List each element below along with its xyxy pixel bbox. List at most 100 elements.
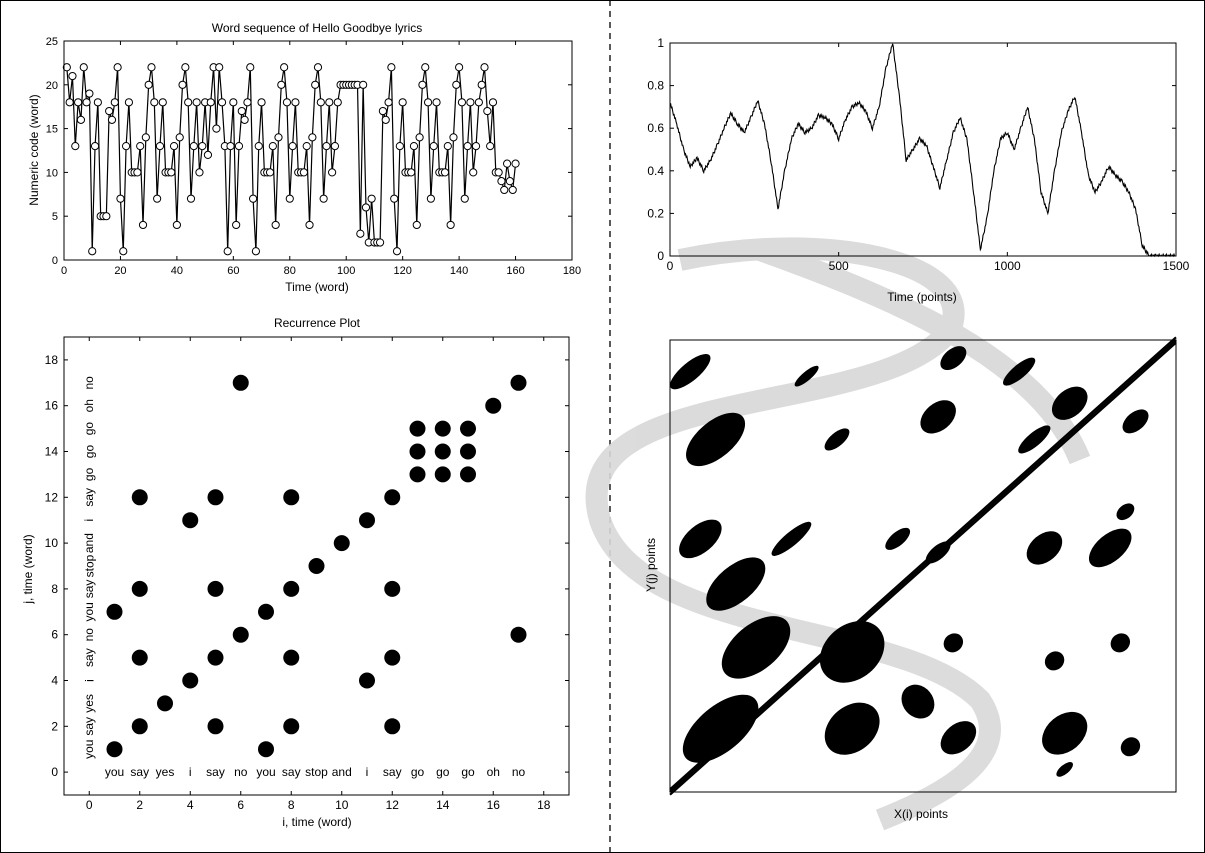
data-point	[189, 142, 198, 151]
x-tick-label: 4	[187, 798, 194, 812]
data-point	[251, 247, 261, 256]
data-point	[229, 98, 238, 107]
x-tick-label: 12	[386, 798, 400, 812]
y-word-label: stop	[82, 554, 96, 577]
recurrence-blob	[885, 527, 911, 550]
recurrence-blob	[819, 621, 885, 683]
recurrence-point	[131, 489, 148, 506]
data-point	[432, 98, 441, 107]
data-point	[469, 168, 478, 177]
data-point	[240, 115, 249, 124]
y-word-label: you	[82, 602, 96, 621]
y-tick-label: 10	[45, 536, 59, 550]
recurrence-blob	[686, 412, 746, 467]
y-word-label: yes	[82, 694, 96, 713]
data-point	[124, 98, 134, 107]
recurrence-point	[207, 649, 224, 666]
x-tick-label: 14	[436, 798, 450, 812]
tick-labels: 0 20 40 60 80 100 120 140 160 180 0 5 10 15 20 25	[46, 36, 581, 277]
x-tick-label: 8	[288, 798, 295, 812]
recurrence-blob	[1026, 531, 1063, 565]
series-line	[669, 43, 1176, 258]
data-point	[311, 80, 320, 89]
data-point	[243, 98, 252, 107]
y-tick-label: 0.6	[647, 121, 664, 135]
data-point	[409, 142, 419, 151]
data-point	[463, 142, 472, 151]
word-sequence-chart: Word sequence of Hello Goodbye lyrics Nu…	[27, 21, 581, 294]
recurrence-point	[207, 489, 224, 506]
data-point	[280, 63, 289, 72]
recurrence-blob	[1018, 425, 1051, 454]
data-point	[195, 168, 204, 177]
recurrence-point	[510, 374, 527, 391]
y-word-label: i	[82, 519, 96, 522]
chart-title: Recurrence Plot	[274, 316, 361, 330]
y-tick-label: 20	[46, 80, 58, 92]
data-point	[308, 133, 317, 142]
y-tick-label: 5	[52, 211, 58, 223]
data-point	[460, 194, 469, 203]
y-tick-label: 10	[46, 167, 58, 179]
recurrence-point	[157, 695, 173, 712]
data-point	[138, 220, 148, 230]
data-point	[133, 168, 142, 177]
data-point	[381, 115, 390, 124]
y-tick-label: 0	[52, 255, 58, 267]
data-point	[291, 98, 300, 107]
x-word-label: go	[461, 765, 475, 779]
x-word-label: go	[436, 765, 450, 779]
x-word-label: oh	[487, 765, 500, 779]
x-tick-label: 120	[393, 265, 411, 277]
y-tick-label: 25	[46, 36, 58, 48]
data-point	[76, 115, 86, 124]
data-point	[457, 98, 467, 107]
x-word-label: no	[512, 765, 526, 779]
recurrence-point	[460, 420, 476, 437]
data-point	[169, 142, 179, 151]
x-word-label: go	[411, 765, 425, 779]
data-point	[65, 98, 74, 107]
data-point	[471, 142, 481, 151]
data-point	[418, 80, 427, 89]
data-point	[333, 98, 342, 107]
x-tick-label: 16	[487, 798, 501, 812]
x-word-label: and	[332, 765, 352, 779]
data-point	[325, 98, 334, 107]
data-point	[480, 63, 489, 72]
tick-labels: 0 2 4 6 8 10 12 14 16 18 0 2 4 6 8 10 12 14 16 18	[45, 337, 569, 812]
y-tick-label: 12	[45, 490, 59, 504]
x-tick-label: 80	[284, 265, 296, 277]
recurrence-point	[359, 512, 375, 529]
data-point	[119, 247, 128, 256]
data-point	[257, 98, 266, 107]
x-tick-label: 18	[537, 798, 551, 812]
recurrence-texture	[669, 336, 1177, 796]
y-word-label: oh	[82, 399, 96, 412]
recurrence-point	[434, 420, 451, 437]
x-tick-label: 6	[237, 798, 244, 812]
data-point	[217, 98, 227, 107]
y-tick-label: 0.8	[647, 79, 664, 93]
recurrence-point	[131, 580, 148, 597]
data-point	[285, 194, 294, 203]
chart-title: Word sequence of Hello Goodbye lyrics	[212, 21, 423, 35]
data-point	[74, 98, 83, 107]
data-point	[361, 203, 371, 212]
data-point	[141, 133, 150, 142]
watermark-arcs	[585, 237, 1091, 831]
data-point	[299, 168, 308, 177]
x-tick-label: 20	[114, 265, 126, 277]
data-point	[356, 229, 365, 238]
data-point	[158, 98, 167, 107]
data-point	[147, 63, 156, 72]
recurrence-blob	[771, 521, 812, 556]
recurrence-point	[283, 649, 300, 666]
x-tick-label: 0	[667, 259, 674, 273]
recurrence-point	[131, 718, 148, 735]
plot-area	[63, 40, 573, 261]
x-word-label: i	[366, 765, 369, 779]
data-point	[175, 133, 184, 142]
data-point	[277, 80, 286, 89]
data-point	[82, 98, 91, 107]
